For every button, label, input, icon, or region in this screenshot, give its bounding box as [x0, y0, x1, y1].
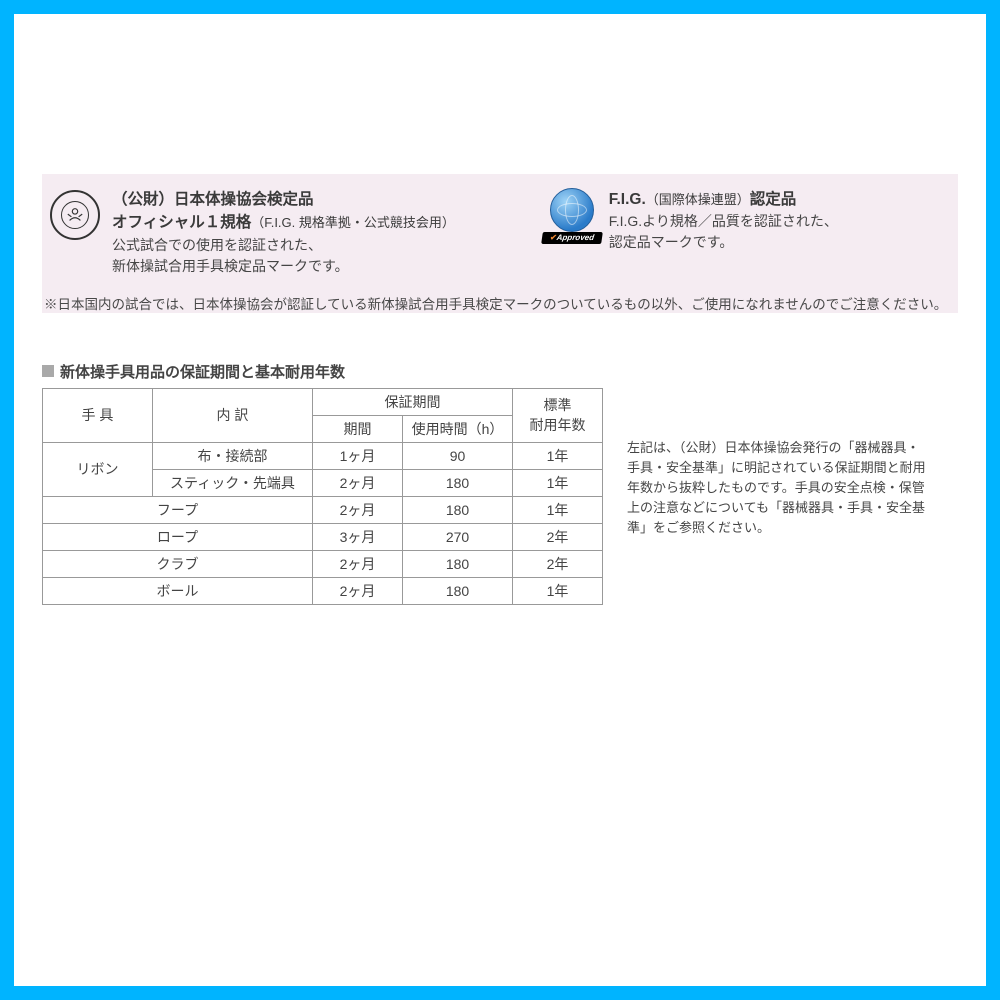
th-period: 期間 [313, 415, 403, 442]
th-breakdown: 内 訳 [153, 388, 313, 442]
page-frame: （公財）日本体操協会検定品 オフィシャル１規格（F.I.G. 規格準拠・公式競技… [0, 0, 1000, 1000]
cell-lifespan: 1年 [513, 496, 603, 523]
square-marker-icon [42, 365, 54, 377]
cert-fig-title-main: F.I.G. [609, 191, 646, 208]
cell-period: 2ヶ月 [313, 496, 403, 523]
cert-fig-desc1: F.I.G.より規格／品質を認証された、 [609, 211, 838, 232]
jga-seal-icon [48, 188, 102, 242]
th-lifespan-l2: 耐用年数 [513, 415, 602, 435]
table-row: リボン布・接続部1ヶ月901年 [43, 442, 603, 469]
cell-hours: 90 [403, 442, 513, 469]
cell-equipment-merged: クラブ [43, 550, 313, 577]
cell-period: 1ヶ月 [313, 442, 403, 469]
cell-breakdown: スティック・先端具 [153, 469, 313, 496]
cell-hours: 270 [403, 523, 513, 550]
cert-fig-title: F.I.G.（国際体操連盟）認定品 [609, 188, 838, 211]
cert-jga-desc1: 公式試合での使用を認証された、 [112, 235, 455, 256]
cell-hours: 180 [403, 469, 513, 496]
cell-lifespan: 1年 [513, 577, 603, 604]
cell-period: 3ヶ月 [313, 523, 403, 550]
warranty-table: 手 具 内 訳 保証期間 標準 耐用年数 期間 使用時間（h） リボン布・接続部… [42, 388, 603, 605]
cell-period: 2ヶ月 [313, 550, 403, 577]
cert-jga-line2-main: オフィシャル１規格 [112, 214, 251, 231]
th-warranty: 保証期間 [313, 388, 513, 415]
th-equipment: 手 具 [43, 388, 153, 442]
certification-box: （公財）日本体操協会検定品 オフィシャル１規格（F.I.G. 規格準拠・公式競技… [42, 174, 958, 287]
cert-note: ※日本国内の試合では、日本体操協会が認証している新体操試合用手具検定マークのつい… [42, 287, 958, 313]
cell-period: 2ヶ月 [313, 469, 403, 496]
cell-equipment-merged: ロープ [43, 523, 313, 550]
table-wrap: 手 具 内 訳 保証期間 標準 耐用年数 期間 使用時間（h） リボン布・接続部… [42, 388, 958, 605]
table-body: リボン布・接続部1ヶ月901年スティック・先端具2ヶ月1801年フープ2ヶ月18… [43, 442, 603, 604]
cell-equipment-merged: ボール [43, 577, 313, 604]
cell-lifespan: 1年 [513, 469, 603, 496]
cell-lifespan: 2年 [513, 523, 603, 550]
cert-fig-desc2: 認定品マークです。 [609, 232, 838, 253]
cell-equipment: リボン [43, 442, 153, 496]
th-lifespan-l1: 標準 [513, 395, 602, 415]
cert-fig-block: ✔Approved F.I.G.（国際体操連盟）認定品 F.I.G.より規格／品… [545, 188, 952, 277]
cell-equipment-merged: フープ [43, 496, 313, 523]
table-row: ボール2ヶ月1801年 [43, 577, 603, 604]
table-row: ロープ3ヶ月2702年 [43, 523, 603, 550]
cell-lifespan: 1年 [513, 442, 603, 469]
th-lifespan: 標準 耐用年数 [513, 388, 603, 442]
cert-fig-title-sub: （国際体操連盟） [646, 192, 750, 207]
cert-jga-desc2: 新体操試合用手具検定品マークです。 [112, 256, 455, 277]
section-heading: 新体操手具用品の保証期間と基本耐用年数 [42, 361, 958, 382]
table-row: クラブ2ヶ月1802年 [43, 550, 603, 577]
th-hours: 使用時間（h） [403, 415, 513, 442]
cert-fig-title-suffix: 認定品 [750, 191, 797, 208]
cert-jga-block: （公財）日本体操協会検定品 オフィシャル１規格（F.I.G. 規格準拠・公式競技… [48, 188, 537, 277]
approved-label: Approved [556, 233, 595, 242]
section-title: 新体操手具用品の保証期間と基本耐用年数 [60, 361, 345, 382]
cert-jga-line2: オフィシャル１規格（F.I.G. 規格準拠・公式競技会用） [112, 211, 455, 234]
side-note: 左記は、（公財）日本体操協会発行の「器械器具・手具・安全基準」に明記されている保… [627, 388, 927, 539]
cell-hours: 180 [403, 577, 513, 604]
cell-breakdown: 布・接続部 [153, 442, 313, 469]
cell-period: 2ヶ月 [313, 577, 403, 604]
cert-jga-line2-sub: （F.I.G. 規格準拠・公式競技会用） [251, 215, 455, 230]
cell-hours: 180 [403, 550, 513, 577]
fig-seal-icon: ✔Approved [545, 188, 599, 242]
cert-jga-line1: （公財）日本体操協会検定品 [112, 188, 455, 211]
cert-jga-text: （公財）日本体操協会検定品 オフィシャル１規格（F.I.G. 規格準拠・公式競技… [112, 188, 455, 277]
cert-fig-text: F.I.G.（国際体操連盟）認定品 F.I.G.より規格／品質を認証された、 認… [609, 188, 838, 253]
table-row: フープ2ヶ月1801年 [43, 496, 603, 523]
cell-lifespan: 2年 [513, 550, 603, 577]
cell-hours: 180 [403, 496, 513, 523]
